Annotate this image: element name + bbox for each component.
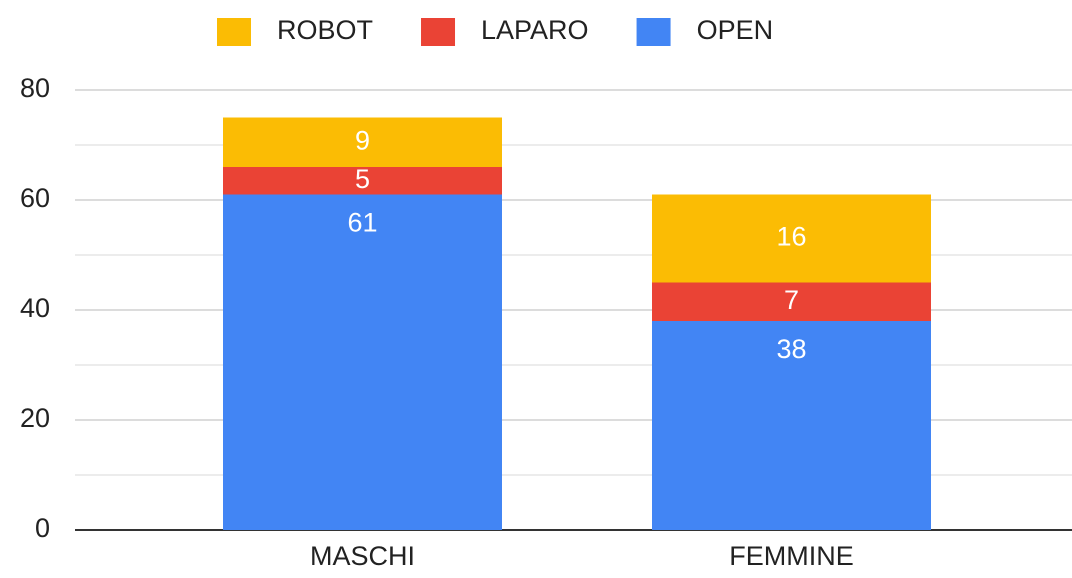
bar-segment [223,117,502,167]
y-tick-label: 40 [20,293,50,323]
data-label: 9 [355,125,370,155]
y-tick-label: 60 [20,183,50,213]
data-label: 61 [347,208,377,238]
bar-segment [652,321,931,530]
y-tick-label: 20 [20,403,50,433]
x-tick-label: FEMMINE [729,541,854,571]
x-tick-label: MASCHI [310,541,415,571]
bar-segment [223,167,502,195]
legend-label: ROBOT [277,15,373,45]
legend-label: OPEN [697,15,774,45]
y-tick-label: 80 [20,73,50,103]
data-label: 16 [776,222,806,252]
data-label: 38 [776,334,806,364]
legend-swatch [421,18,456,46]
legend-swatch [636,18,671,46]
legend-swatch [217,18,251,46]
legend-label: LAPARO [481,15,589,45]
bar-segment [652,282,931,321]
data-label: 5 [355,164,370,194]
bar-segment [223,194,502,530]
y-tick-label: 0 [35,513,50,543]
data-label: 7 [784,285,799,315]
bar-segment [652,194,931,283]
